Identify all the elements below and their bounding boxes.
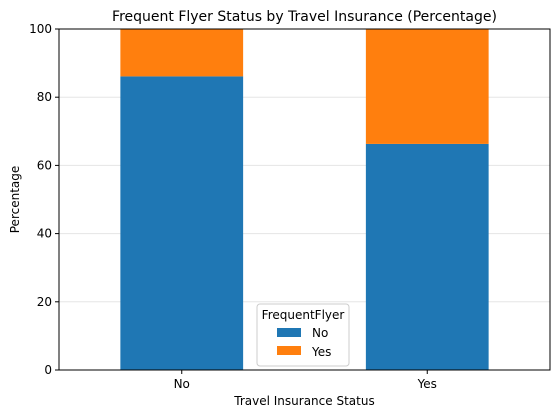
y-tick-label: 20	[37, 295, 52, 309]
bar-yes-yes	[365, 29, 489, 144]
y-axis-ticks: 0 20 40 60 80 100	[29, 22, 59, 377]
x-tick-label: Yes	[417, 377, 437, 391]
legend-title: FrequentFlyer	[262, 308, 345, 322]
x-axis-ticks: No Yes	[174, 370, 437, 391]
x-tick-label: No	[174, 377, 190, 391]
bars	[120, 29, 489, 371]
y-tick-label: 80	[37, 90, 52, 104]
legend-label-no: No	[312, 326, 328, 340]
plot-area-frame	[58, 28, 551, 371]
bar-no-no	[120, 76, 244, 371]
bar-no-yes	[120, 29, 244, 77]
chart-title: Frequent Flyer Status by Travel Insuranc…	[112, 9, 497, 25]
y-tick-label: 60	[37, 158, 52, 172]
x-axis-label: Travel Insurance Status	[233, 394, 374, 408]
bar-yes-no	[365, 143, 489, 370]
y-axis-label: Percentage	[8, 166, 22, 234]
y-tick-label: 40	[37, 227, 52, 241]
legend-swatch-no	[277, 328, 301, 337]
legend-label-yes: Yes	[311, 345, 331, 359]
legend: FrequentFlyer No Yes	[256, 303, 350, 367]
y-tick-label: 100	[29, 22, 52, 36]
legend-swatch-yes	[277, 346, 301, 355]
y-tick-label: 0	[44, 363, 52, 377]
